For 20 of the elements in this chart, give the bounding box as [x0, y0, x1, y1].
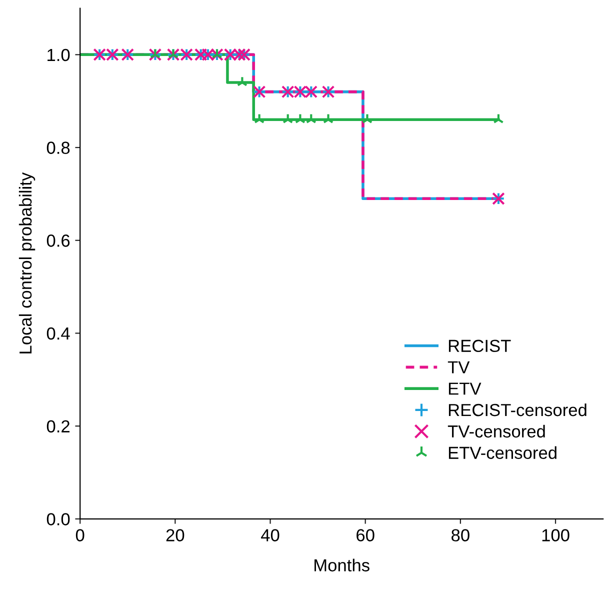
y-axis-title: Local control probability — [18, 172, 36, 354]
legend-label: ETV — [448, 382, 482, 395]
y-tick-label: 0.2 — [46, 420, 70, 433]
legend-label: TV — [448, 361, 470, 374]
legend-label: RECIST — [448, 340, 511, 352]
x-tick-label: 60 — [356, 529, 374, 542]
x-tick-label: 20 — [166, 529, 184, 542]
y-tick-label: 0.8 — [46, 142, 70, 154]
y-tick-label: 0.4 — [46, 327, 70, 340]
y-tick-label: 1.0 — [48, 48, 70, 62]
legend-label: ETV-censored — [448, 446, 556, 459]
x-axis-title: Months — [314, 558, 370, 572]
legend-label: RECIST-censored — [448, 403, 586, 416]
x-tick-label: 40 — [261, 529, 280, 542]
x-tick-label: 100 — [542, 529, 570, 542]
x-tick-label: 80 — [452, 529, 470, 542]
x-tick-label: 0 — [76, 529, 84, 542]
legend-label: TV-censored — [448, 424, 545, 438]
y-tick-label: 0.6 — [46, 234, 70, 247]
y-tick-label: 0.0 — [46, 513, 70, 526]
